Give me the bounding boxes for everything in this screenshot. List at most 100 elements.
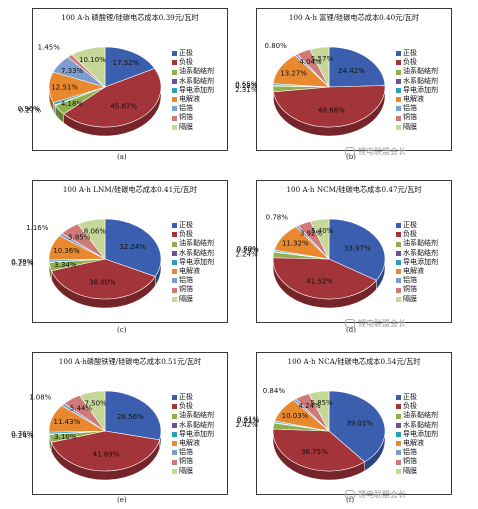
- pie-chart-panel: 100 A·h NCA/硅碳电芯成本0.54元/瓦时 39.01% 36.75% 2.…: [236, 352, 452, 495]
- pie-chart: 39.01% 36.75% 2.42%0.21%0.61% 10.03% 0.84% 4.…: [236, 387, 386, 481]
- legend-item: 油系黏结剂: [172, 67, 214, 76]
- data-label: 11.43%: [54, 418, 81, 426]
- panel-caption: (c): [117, 326, 127, 334]
- legend-swatch: [396, 450, 401, 456]
- pie-slice-正极: [104, 390, 162, 441]
- legend-item: 油系黏结剂: [172, 411, 214, 420]
- data-label: 5.85%: [68, 233, 91, 241]
- data-label: 3.10%: [54, 433, 77, 441]
- legend-swatch: [396, 106, 401, 112]
- data-label: 17.32%: [113, 59, 140, 67]
- legend-label: 水系黏结剂: [179, 76, 214, 85]
- data-label: 10.10%: [79, 56, 106, 64]
- legend-item: 导电添加剂: [396, 258, 438, 267]
- legend-item: 隔膜: [172, 467, 214, 476]
- legend-label: 导电添加剂: [179, 257, 214, 266]
- legend-swatch: [396, 431, 401, 437]
- panel-caption: (b): [346, 153, 356, 161]
- legend: 正极 负极 油系黏结剂 水系黏结剂 导电添加剂 电解液 铝箔 铜箔 隔膜: [172, 393, 214, 476]
- legend-label: 正极: [179, 221, 193, 229]
- data-label: 5.40%: [311, 227, 334, 235]
- legend-item: 负极: [172, 58, 214, 67]
- data-label: 0.22%: [11, 260, 34, 268]
- legend-label: 铜箔: [403, 457, 417, 466]
- pie-slice-隔膜: [309, 46, 330, 88]
- legend-label: 水系黏结剂: [403, 248, 438, 257]
- legend-label: 导电添加剂: [179, 429, 214, 438]
- legend-item: 隔膜: [172, 123, 214, 132]
- legend: 正极 负极 油系黏结剂 水系黏结剂 导电添加剂 电解液 铝箔 铜箔 隔膜: [396, 221, 438, 304]
- legend-swatch: [396, 413, 401, 419]
- legend-item: 正极: [396, 49, 438, 58]
- legend-label: 铝箔: [403, 276, 417, 285]
- legend-label: 铝箔: [179, 276, 193, 285]
- watermark-text: 锂电联盟会长: [358, 490, 406, 499]
- legend-label: 导电添加剂: [403, 257, 438, 266]
- data-label: 4.18%: [61, 100, 84, 108]
- legend-swatch: [396, 232, 401, 238]
- legend-swatch: [172, 404, 177, 410]
- legend-swatch: [396, 124, 401, 130]
- legend-label: 电解液: [179, 267, 200, 276]
- legend-swatch: [172, 296, 177, 302]
- legend-swatch: [396, 287, 401, 293]
- legend-swatch: [172, 232, 177, 238]
- pie-chart: 17.32% 45.87% 4.18% 0.27%0.96% 12.51% 7.33% 1.…: [18, 44, 162, 137]
- pie-slice-负极: [50, 430, 160, 472]
- wechat-icon: [345, 147, 355, 156]
- watermark: 锂电联盟会长: [345, 318, 406, 329]
- legend-swatch: [396, 296, 401, 302]
- legend-label: 油系黏结剂: [179, 67, 214, 76]
- data-label: 0.65%: [235, 80, 258, 88]
- legend-swatch: [172, 87, 177, 93]
- data-label: 48.66%: [318, 107, 345, 115]
- legend-item: 正极: [172, 49, 214, 58]
- legend-swatch: [396, 241, 401, 247]
- pie-slice-隔膜: [309, 218, 330, 260]
- data-label: 5.44%: [70, 404, 93, 412]
- legend-swatch: [172, 241, 177, 247]
- data-label: 0.76%: [11, 430, 34, 438]
- data-label: 10.03%: [282, 412, 309, 420]
- legend-swatch: [172, 441, 177, 447]
- legend-swatch: [172, 269, 177, 275]
- panel-caption: (d): [346, 326, 356, 334]
- data-label: 2.42%: [236, 421, 259, 429]
- data-label: 7.33%: [61, 67, 84, 75]
- legend-swatch: [172, 106, 177, 112]
- legend-label: 隔膜: [179, 466, 193, 475]
- legend-item: 铝箔: [172, 448, 214, 457]
- legend-label: 正极: [179, 49, 193, 57]
- pie-chart-panel: 100 A·h 富锂/硅碳电芯成本0.40元/瓦时 24.42% 48.66% 2.3…: [235, 8, 452, 151]
- data-label: 0.84%: [263, 387, 286, 395]
- legend-swatch: [172, 250, 177, 256]
- legend: 正极 负极 油系黏结剂 水系黏结剂 导电添加剂 电解液 铝箔 铜箔 隔膜: [172, 49, 214, 132]
- legend-swatch: [396, 468, 401, 474]
- legend-swatch: [172, 223, 177, 229]
- legend-swatch: [396, 278, 401, 284]
- data-label: 28.56%: [117, 413, 144, 421]
- legend-item: 正极: [172, 393, 214, 402]
- legend-swatch: [396, 441, 401, 447]
- legend-item: 水系黏结剂: [396, 421, 438, 430]
- pie-chart-panel: 100 A·h 磷酸锂/硅碳电芯成本0.39元/瓦时 17.32% 45.87% 4.…: [18, 8, 228, 151]
- data-label: 13.27%: [280, 70, 307, 78]
- legend: 正极 负极 油系黏结剂 水系黏结剂 导电添加剂 电解液 铝箔 铜箔 隔膜: [396, 393, 438, 476]
- chart-title: 100 A·h 富锂/硅碳电芯成本0.40元/瓦时: [288, 13, 420, 22]
- legend-label: 铜箔: [403, 285, 417, 294]
- data-label: 3.34%: [54, 261, 77, 269]
- data-label: 12.51%: [51, 84, 78, 92]
- pie-slice-负极: [63, 68, 162, 128]
- legend-label: 负极: [403, 58, 417, 67]
- legend-item: 导电添加剂: [396, 86, 438, 95]
- data-label: 8.06%: [84, 228, 107, 236]
- data-label: 1.45%: [38, 44, 61, 52]
- data-label: 0.27%: [19, 107, 42, 115]
- legend-swatch: [396, 269, 401, 275]
- legend-swatch: [172, 422, 177, 428]
- legend-swatch: [396, 250, 401, 256]
- data-label: 45.87%: [110, 103, 137, 111]
- legend-item: 水系黏结剂: [396, 77, 438, 86]
- data-label: 11.32%: [282, 240, 309, 248]
- legend-label: 导电添加剂: [403, 85, 438, 94]
